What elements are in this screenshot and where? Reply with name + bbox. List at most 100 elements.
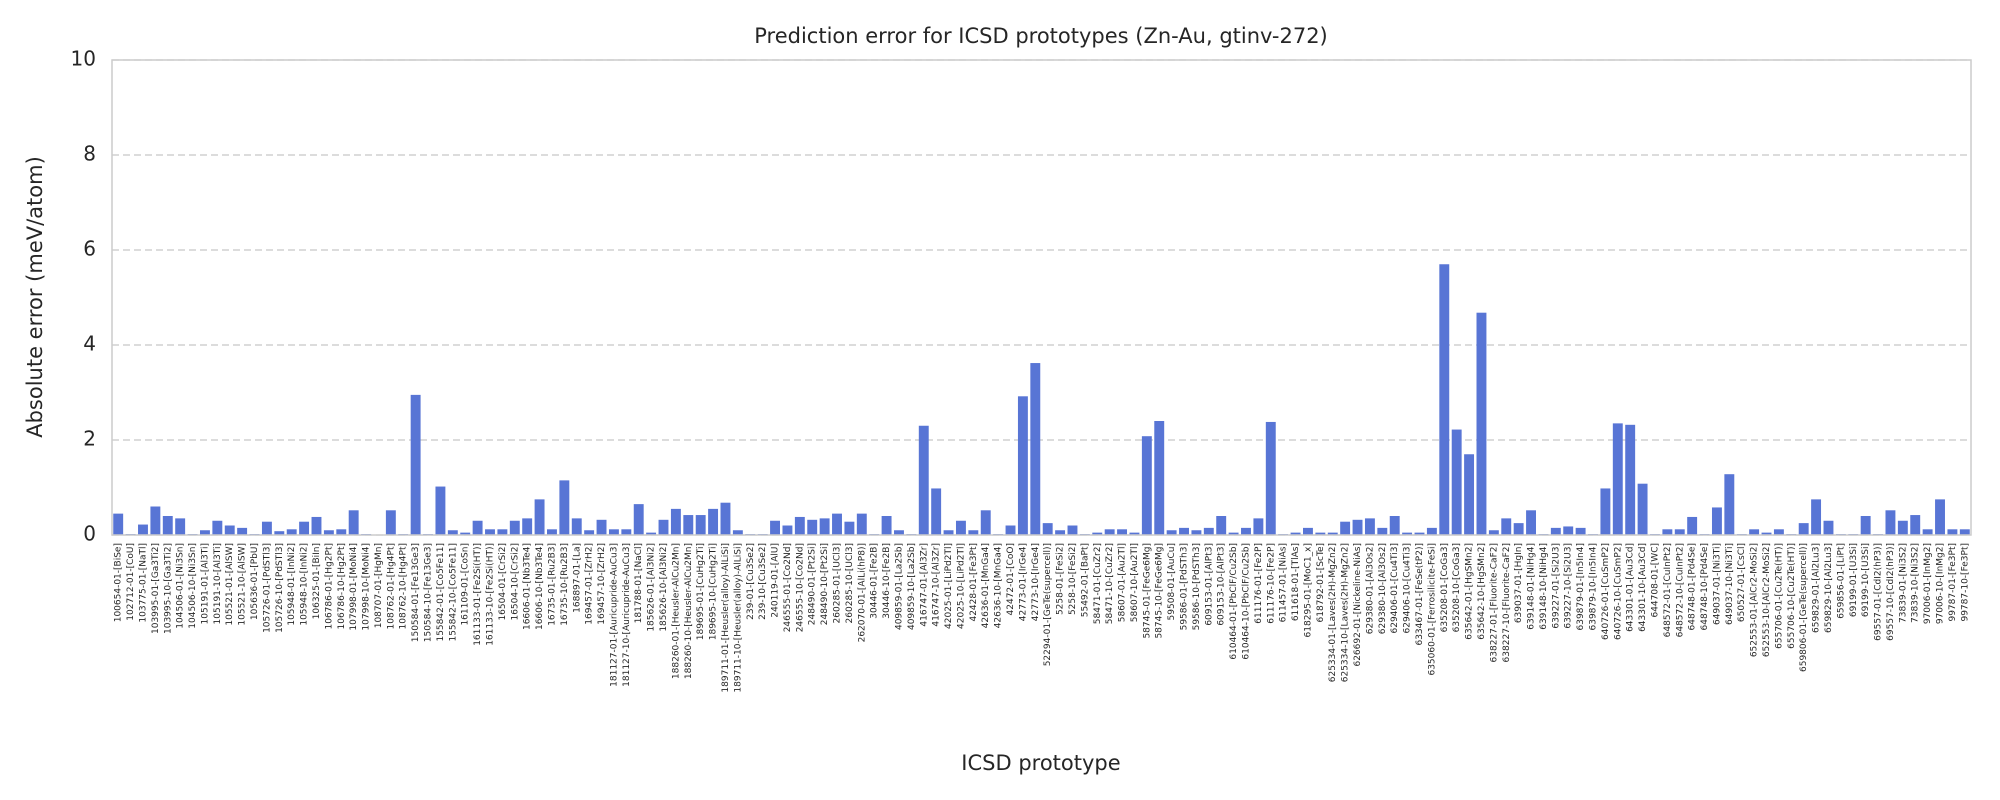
x-tick-label: 103775-01-[NaTl] <box>138 543 148 623</box>
x-tick-label: 105521-10-[AlSW] <box>238 543 248 626</box>
x-tick-label: 161109-01-[CoSn] <box>461 543 471 626</box>
x-tick-label: 649037-01-[Ni3Ti] <box>1712 543 1722 625</box>
x-tick-label: 648572-01-[CuInPt2] <box>1663 543 1673 637</box>
bar <box>311 516 322 535</box>
x-tick-label: 610464-01-[PbClF/Cu2Sb] <box>1229 543 1239 660</box>
x-tick-label: 189695-10-[CuHg2Ti] <box>709 543 719 640</box>
bar <box>584 530 595 535</box>
bar <box>633 504 644 535</box>
bar <box>286 529 297 535</box>
plot-frame <box>111 59 1972 536</box>
x-tick-label: 652553-01-[AlCr2-MoSi2] <box>1750 543 1760 657</box>
bar <box>1055 530 1066 535</box>
x-tick-label: 189711-10-[Heusler(alloy)-AlLiSi] <box>733 543 743 693</box>
x-tick-label: 105726-01-[PdSTl3] <box>262 543 272 633</box>
bar <box>410 394 421 535</box>
y-tick-label: 0 <box>83 522 96 546</box>
bar <box>844 521 855 535</box>
bar <box>1451 429 1462 535</box>
bar <box>1749 529 1760 535</box>
x-tick-label: 103995-01-[Ga3Ti2] <box>151 543 161 634</box>
x-tick-label: 635642-10-[HgSMn2] <box>1477 543 1487 640</box>
bar <box>832 513 842 535</box>
x-tick-label: 105191-01-[Al3Ti] <box>200 543 210 624</box>
x-tick-label: 648748-01-[Pd4Se] <box>1688 543 1698 630</box>
bar <box>621 529 632 535</box>
bar <box>199 530 210 535</box>
bar <box>670 508 681 535</box>
y-axis-label: Absolute error (meV/atom) <box>23 156 47 438</box>
bar <box>1711 507 1722 535</box>
bar <box>608 529 619 535</box>
x-tick-label: 97006-10-[InMg2] <box>1936 543 1946 624</box>
bar <box>794 516 805 535</box>
x-tick-label: 58471-01-[CuZr2] <box>1093 543 1103 624</box>
x-tick-label: 16504-01-[CrSi2] <box>498 543 508 621</box>
x-tick-label: 58745-01-[FeGe6Mg] <box>1142 543 1152 639</box>
x-tick-label: 260285-10-[UCl3] <box>845 543 855 623</box>
bar <box>1228 532 1239 535</box>
x-tick-label: 659829-10-[Al2Lu3] <box>1824 543 1834 633</box>
x-tick-label: 105726-10-[PdSTl3] <box>275 543 285 633</box>
bar <box>1897 520 1908 535</box>
x-tick-label: 73839-01-[Ni3S2] <box>1898 543 1908 623</box>
x-tick-label: 42773-10-[IrGe4] <box>1031 543 1041 621</box>
x-tick-label: 59586-01-[PdSTh3] <box>1180 543 1190 630</box>
x-tick-label: 648748-10-[Pd4Se] <box>1700 543 1710 630</box>
bar <box>1352 519 1363 535</box>
y-tick-label: 2 <box>83 427 96 451</box>
bar <box>497 529 508 535</box>
bar <box>1501 518 1512 535</box>
bar <box>1860 516 1871 535</box>
x-tick-label: 59508-01-[AuCu] <box>1167 543 1177 620</box>
x-tick-label: 644708-01-[WC] <box>1650 543 1660 618</box>
bar <box>460 532 471 535</box>
x-tick-label: 659806-01-[GeTe(supercell)] <box>1799 543 1809 672</box>
x-tick-label: 625334-01-[Laves(2H)-MgZn2] <box>1328 543 1338 682</box>
bar <box>1910 515 1921 535</box>
bar <box>782 525 793 535</box>
x-tick-label: 639879-01-[In5In4] <box>1576 543 1586 631</box>
x-tick-label: 611618-01-[TlAs] <box>1291 543 1301 621</box>
bar <box>1364 518 1375 535</box>
x-tick-label: 188260-01-[Heusler-AlCu2Mn] <box>671 543 681 679</box>
x-tick-label: 185626-10-[Al3Ni2] <box>659 543 669 632</box>
x-tick-label: 150584-10-[Fe13Ge3] <box>424 543 434 642</box>
x-tick-label: 97006-01-[InMg2] <box>1923 543 1933 624</box>
bar <box>819 518 830 535</box>
x-tick-label: 416747-10-[Al3Zr] <box>932 543 942 627</box>
x-tick-label: 16504-10-[CrSi2] <box>510 543 520 621</box>
bar <box>336 529 347 535</box>
bar <box>1402 532 1413 535</box>
x-tick-label: 99787-10-[Fe3Pt] <box>1960 543 1970 622</box>
bar <box>1426 527 1437 535</box>
x-tick-label: 409859-10-[La2Sb] <box>907 543 917 630</box>
x-tick-label: 103995-10-[Ga3Ti2] <box>163 543 173 634</box>
x-tick-label: 100654-01-[BiSe] <box>114 543 124 622</box>
bar <box>1179 527 1189 535</box>
bar <box>113 513 124 535</box>
bar <box>1612 423 1623 535</box>
x-tick-label: 640726-10-[CuSmP2] <box>1613 543 1623 640</box>
bar <box>980 510 991 535</box>
x-tick-label: 181127-10-[Auricupride-AuCu3] <box>622 543 632 687</box>
bar <box>150 506 161 535</box>
x-tick-label: 649037-10-[Ni3Ti] <box>1725 543 1735 625</box>
bar <box>1959 529 1970 535</box>
bar <box>1216 516 1227 535</box>
bar <box>770 520 781 535</box>
bar <box>1600 488 1611 535</box>
x-tick-label: 58607-01-[Au2Tl] <box>1118 543 1128 622</box>
bar <box>1377 527 1388 535</box>
x-tick-label: 52294-01-[GeTe(supercell)] <box>1043 543 1053 666</box>
bar <box>212 520 223 535</box>
x-tick-label: 655706-10-[Cu2Te(HT)] <box>1787 543 1797 649</box>
bar <box>1526 510 1536 535</box>
x-tick-label: 150584-01-[Fe13Ge3] <box>411 543 421 642</box>
bar <box>1265 421 1276 535</box>
bar <box>1414 532 1425 535</box>
bar <box>1674 529 1685 535</box>
x-tick-label: 16606-10-[Nb3Te4] <box>535 543 545 630</box>
bar <box>237 527 248 535</box>
bar <box>856 513 867 535</box>
